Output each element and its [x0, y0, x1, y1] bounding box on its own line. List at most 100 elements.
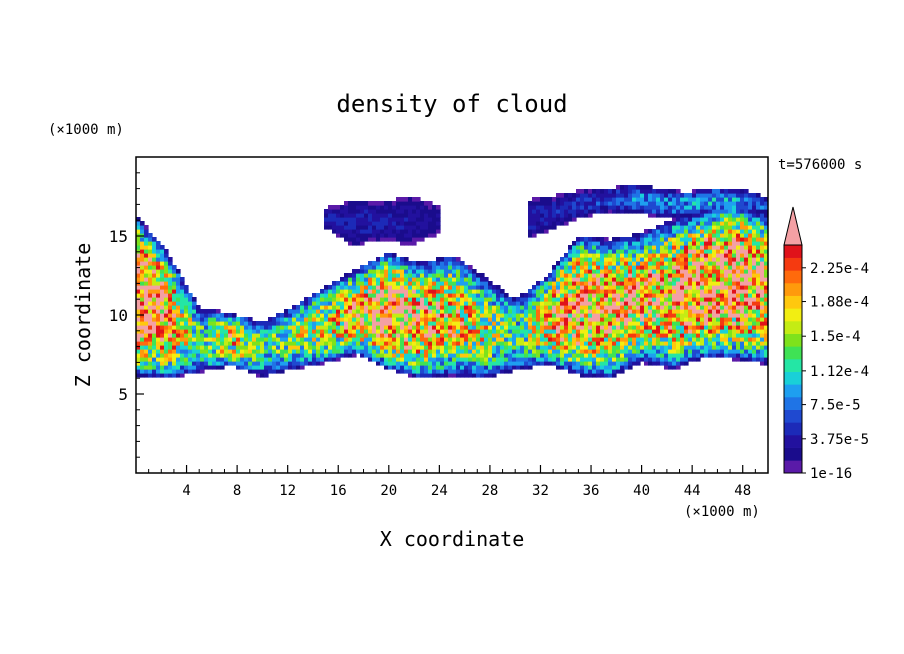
- cloud-cell: [640, 209, 645, 214]
- cloud-cell: [736, 209, 741, 214]
- cloud-cell: [640, 309, 645, 314]
- cloud-cell: [720, 341, 725, 346]
- cloud-cell: [692, 229, 697, 234]
- cloud-cell: [296, 345, 301, 350]
- cloud-cell: [576, 293, 581, 298]
- cloud-cell: [400, 345, 405, 350]
- cloud-cell: [668, 245, 673, 250]
- cloud-cell: [672, 241, 677, 246]
- cloud-cell: [732, 265, 737, 270]
- cloud-cell: [504, 353, 509, 358]
- cloud-cell: [492, 325, 497, 330]
- cloud-cell: [620, 309, 625, 314]
- cloud-cell: [744, 289, 749, 294]
- cloud-cell: [508, 329, 513, 334]
- cloud-cell: [268, 329, 273, 334]
- cloud-cell: [440, 293, 445, 298]
- cloud-cell: [720, 241, 725, 246]
- cloud-cell: [408, 225, 413, 230]
- cloud-cell: [136, 369, 141, 374]
- cloud-cell: [756, 349, 761, 354]
- cloud-cell: [428, 233, 433, 238]
- cloud-cell: [664, 341, 669, 346]
- cloud-cell: [156, 361, 161, 366]
- cloud-cell: [628, 305, 633, 310]
- cloud-cell: [692, 321, 697, 326]
- cloud-cell: [596, 365, 601, 370]
- cloud-cell: [528, 329, 533, 334]
- cloud-cell: [572, 353, 577, 358]
- cloud-cell: [392, 345, 397, 350]
- cloud-cell: [736, 345, 741, 350]
- cloud-cell: [540, 213, 545, 218]
- cloud-cell: [292, 317, 297, 322]
- cloud-cell: [596, 361, 601, 366]
- cloud-cell: [376, 317, 381, 322]
- cloud-cell: [664, 353, 669, 358]
- cloud-cell: [580, 373, 585, 378]
- cloud-cell: [704, 309, 709, 314]
- cloud-cell: [724, 265, 729, 270]
- cloud-cell: [184, 305, 189, 310]
- cloud-cell: [560, 209, 565, 214]
- cloud-cell: [352, 305, 357, 310]
- cloud-cell: [628, 349, 633, 354]
- cloud-cell: [740, 317, 745, 322]
- cloud-cell: [260, 369, 265, 374]
- cloud-cell: [328, 313, 333, 318]
- cloud-cell: [748, 221, 753, 226]
- cloud-cell: [684, 221, 689, 226]
- cloud-cell: [172, 325, 177, 330]
- cloud-cell: [632, 269, 637, 274]
- cloud-cell: [696, 285, 701, 290]
- cloud-cell: [384, 333, 389, 338]
- cloud-cell: [660, 349, 665, 354]
- cloud-cell: [620, 365, 625, 370]
- cloud-cell: [684, 225, 689, 230]
- cloud-cell: [140, 253, 145, 258]
- cloud-cell: [480, 277, 485, 282]
- cloud-cell: [180, 301, 185, 306]
- cloud-cell: [180, 309, 185, 314]
- cloud-cell: [764, 285, 768, 290]
- cloud-cell: [688, 301, 693, 306]
- cloud-cell: [308, 345, 313, 350]
- cloud-cell: [492, 317, 497, 322]
- cloud-cell: [396, 349, 401, 354]
- cloud-cell: [456, 269, 461, 274]
- cloud-cell: [748, 273, 753, 278]
- cloud-cell: [476, 361, 481, 366]
- cloud-cell: [364, 329, 369, 334]
- cloud-cell: [712, 189, 717, 194]
- cloud-cell: [428, 261, 433, 266]
- cloud-cell: [748, 357, 753, 362]
- cloud-cell: [236, 321, 241, 326]
- cloud-cell: [308, 297, 313, 302]
- cloud-cell: [736, 337, 741, 342]
- cloud-cell: [472, 301, 477, 306]
- cloud-cell: [632, 309, 637, 314]
- cloud-cell: [696, 241, 701, 246]
- cloud-cell: [672, 297, 677, 302]
- cloud-cell: [288, 353, 293, 358]
- cloud-cell: [664, 201, 669, 206]
- cloud-cell: [228, 353, 233, 358]
- cloud-cell: [344, 313, 349, 318]
- cloud-cell: [176, 297, 181, 302]
- cloud-cell: [172, 285, 177, 290]
- cloud-cell: [660, 277, 665, 282]
- cloud-cell: [600, 333, 605, 338]
- cloud-cell: [652, 321, 657, 326]
- cloud-cell: [708, 221, 713, 226]
- cloud-cell: [484, 349, 489, 354]
- cloud-cell: [408, 321, 413, 326]
- cloud-cell: [332, 297, 337, 302]
- cloud-cell: [752, 281, 757, 286]
- cloud-cell: [752, 313, 757, 318]
- cloud-cell: [572, 301, 577, 306]
- cloud-cell: [284, 361, 289, 366]
- cloud-cell: [456, 305, 461, 310]
- cloud-cell: [716, 193, 721, 198]
- cloud-cell: [404, 353, 409, 358]
- cloud-cell: [312, 321, 317, 326]
